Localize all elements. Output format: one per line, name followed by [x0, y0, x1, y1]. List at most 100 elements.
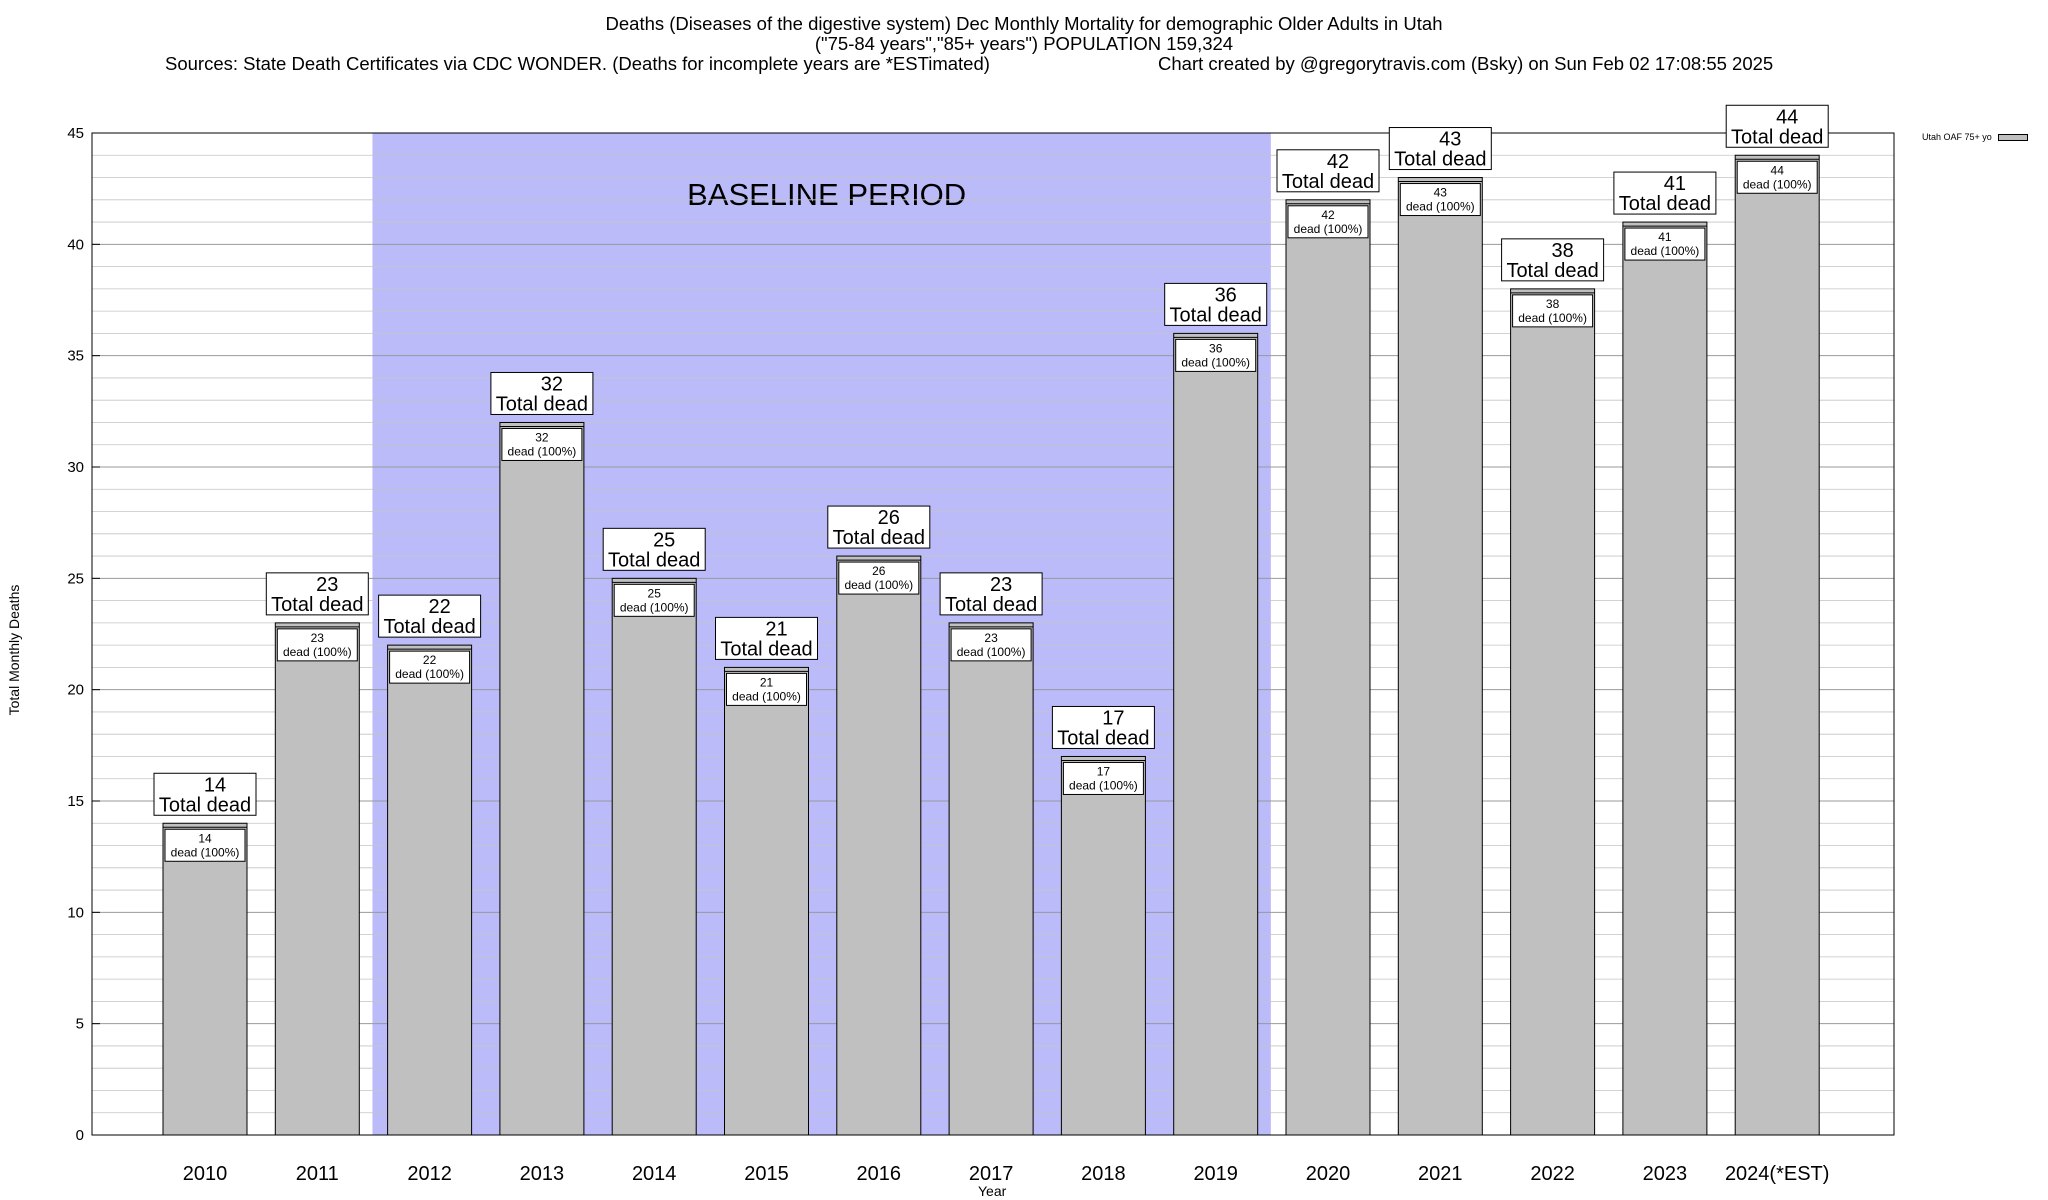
inner-value-label: 14 — [198, 831, 212, 845]
total-label-box — [602, 527, 706, 571]
inner-value-label: 42 — [1321, 208, 1335, 222]
total-label-box — [1501, 238, 1605, 282]
y-axis-label: Total Monthly Deaths — [6, 584, 22, 716]
y-tick-label: 20 — [67, 682, 84, 699]
bar — [1173, 332, 1259, 1136]
y-tick-label: 25 — [67, 570, 84, 587]
bar — [387, 644, 473, 1136]
total-label-box — [490, 371, 594, 415]
inner-percent-label: dead (100%) — [1406, 200, 1475, 214]
inner-percent-label: dead (100%) — [1631, 244, 1700, 258]
inner-label-box — [1175, 338, 1257, 372]
bar — [1734, 154, 1820, 1136]
total-label-box — [1388, 127, 1492, 171]
total-value-label: 38 — [1551, 240, 1573, 262]
inner-label-box — [838, 561, 920, 595]
baseline-period-label: BASELINE PERIOD — [687, 177, 966, 212]
credit-note: Chart created by @gregorytravis.com (Bsk… — [1158, 53, 1774, 74]
inner-percent-label: dead (100%) — [957, 645, 1026, 659]
total-dead-label: Total dead — [608, 549, 700, 571]
total-label-box — [1276, 149, 1380, 193]
y-tick-label: 30 — [67, 459, 84, 476]
inner-value-label: 21 — [760, 675, 774, 689]
inner-value-label: 25 — [648, 586, 662, 600]
total-value-label: 21 — [765, 618, 787, 640]
x-tick-label: 2017 — [969, 1163, 1014, 1185]
bar — [1060, 755, 1146, 1136]
x-tick-label: 2010 — [183, 1163, 228, 1185]
inner-percent-label: dead (100%) — [1069, 778, 1138, 792]
bar — [836, 555, 922, 1136]
total-value-label: 25 — [653, 529, 675, 551]
inner-value-label: 26 — [872, 564, 886, 578]
x-tick-label: 2024(*EST) — [1725, 1163, 1830, 1185]
x-tick-label: 2022 — [1530, 1163, 1575, 1185]
x-tick-label: 2013 — [520, 1163, 565, 1185]
total-dead-label: Total dead — [383, 616, 475, 638]
y-tick-label: 5 — [76, 1016, 84, 1033]
bar — [948, 622, 1034, 1136]
x-tick-label: 2011 — [296, 1163, 339, 1185]
x-tick-label: 2020 — [1306, 1163, 1351, 1185]
inner-percent-label: dead (100%) — [1743, 177, 1812, 191]
inner-percent-label: dead (100%) — [395, 667, 464, 681]
inner-label-box — [1736, 160, 1818, 194]
total-value-label: 23 — [990, 574, 1012, 596]
total-label-box — [1725, 104, 1829, 148]
inner-label-box — [501, 427, 583, 461]
inner-value-label: 23 — [311, 631, 325, 645]
total-label-box — [715, 616, 818, 660]
inner-label-box — [1062, 761, 1144, 795]
x-tick-label: 2016 — [857, 1163, 902, 1185]
total-label-box — [939, 572, 1043, 616]
inner-value-label: 32 — [535, 430, 549, 444]
total-value-label: 23 — [316, 574, 338, 596]
total-value-label: 17 — [1102, 707, 1124, 729]
legend: Utah OAF 75+ yo — [1922, 132, 2028, 142]
inner-value-label: 41 — [1658, 230, 1672, 244]
bar — [499, 421, 585, 1136]
inner-percent-label: dead (100%) — [1181, 355, 1250, 369]
total-dead-label: Total dead — [1731, 126, 1823, 148]
y-tick-label: 35 — [67, 348, 84, 365]
total-label-box — [1164, 282, 1268, 326]
title-line-1: Deaths (Diseases of the digestive system… — [605, 13, 1443, 34]
total-dead-label: Total dead — [945, 594, 1037, 616]
total-value-label: 14 — [204, 774, 226, 796]
inner-percent-label: dead (100%) — [732, 689, 801, 703]
x-tick-label: 2023 — [1643, 1163, 1688, 1185]
chart-title: Deaths (Diseases of the digestive system… — [0, 14, 2048, 74]
inner-label-box — [1399, 183, 1481, 217]
inner-label-box — [1287, 205, 1369, 239]
inner-value-label: 36 — [1209, 341, 1223, 355]
inner-percent-label: dead (100%) — [844, 578, 913, 592]
inner-percent-label: dead (100%) — [1294, 222, 1363, 236]
total-value-label: 22 — [428, 596, 450, 618]
bar — [1622, 221, 1708, 1136]
inner-label-box — [726, 672, 807, 706]
inner-value-label: 17 — [1097, 764, 1111, 778]
total-value-label: 43 — [1439, 129, 1461, 151]
inner-value-label: 23 — [984, 631, 998, 645]
bar — [274, 622, 360, 1136]
total-dead-label: Total dead — [159, 794, 251, 816]
bar — [611, 577, 697, 1136]
total-value-label: 44 — [1776, 106, 1798, 128]
x-tick-label: 2015 — [744, 1163, 789, 1185]
inner-percent-label: dead (100%) — [171, 845, 240, 859]
total-label-box — [265, 572, 369, 616]
y-tick-label: 40 — [67, 236, 84, 253]
inner-label-box — [1512, 294, 1594, 328]
legend-swatch — [1997, 134, 2028, 142]
sources-note: Sources: State Death Certificates via CD… — [165, 53, 990, 74]
x-tick-label: 2019 — [1193, 1163, 1238, 1185]
inner-value-label: 38 — [1546, 297, 1560, 311]
inner-percent-label: dead (100%) — [283, 645, 352, 659]
total-label-box — [1613, 171, 1717, 215]
y-tick-label: 10 — [67, 904, 84, 921]
bar — [1285, 199, 1371, 1136]
title-line-2: ("75-84 years","85+ years") POPULATION 1… — [814, 33, 1234, 54]
legend-label: Utah OAF 75+ yo — [1922, 132, 1992, 142]
inner-label-box — [1624, 227, 1706, 261]
total-dead-label: Total dead — [496, 393, 588, 415]
